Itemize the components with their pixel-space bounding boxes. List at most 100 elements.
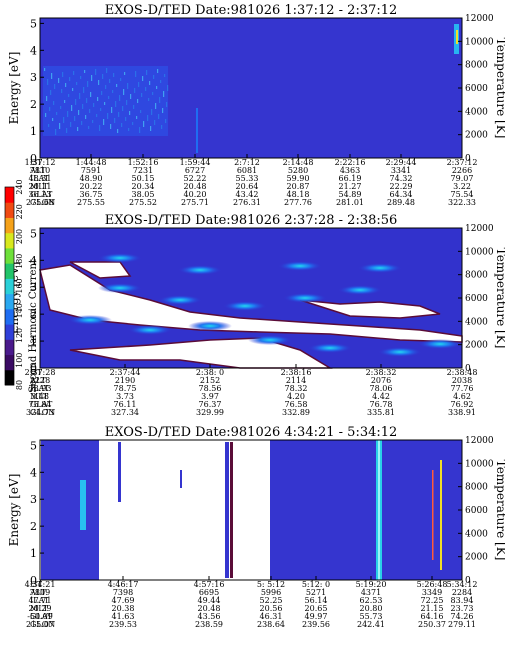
ephemeris-row-label: GLON [30, 198, 55, 207]
ephemeris-value: 3349 [422, 588, 442, 597]
ephemeris-value: 76.37 [199, 400, 222, 409]
ephemeris-value: 239.56 [302, 620, 330, 629]
ephemeris-value: 5271 [306, 588, 326, 597]
heatmap-streak [141, 93, 143, 97]
heatmap-streak [97, 97, 99, 101]
heatmap-streak [93, 103, 95, 107]
ephemeris-row-label: GLON [30, 620, 55, 629]
ephemeris-value: 2284 [452, 588, 472, 597]
ephemeris-value: 21.27 [339, 182, 362, 191]
heatmap-streak [45, 113, 47, 117]
ephemeris-value: 52.22 [184, 174, 207, 183]
ephemeris-value: 76.11 [114, 400, 137, 409]
ephemeris-value: 41.63 [112, 612, 135, 621]
ephemeris-value: 329.99 [196, 408, 224, 417]
ephemeris-value: 20.56 [260, 604, 283, 613]
heatmap-streak [145, 87, 147, 91]
ephemeris-value: 4.62 [453, 392, 471, 401]
ephemeris-value: 36.13 [29, 190, 52, 199]
heatmap-peak [278, 261, 322, 271]
heatmap-streak [80, 76, 82, 79]
heatmap-streak [68, 94, 70, 97]
heatmap-streak [120, 78, 122, 81]
ephemeris-value: 7231 [133, 166, 153, 175]
heatmap-streak [117, 129, 119, 133]
heatmap-streak [50, 90, 52, 95]
heatmap-gap [69, 337, 333, 369]
heatmap-streak [88, 126, 90, 129]
heatmap-streak [160, 80, 162, 83]
heatmap-streak [70, 122, 72, 127]
heatmap-streak [60, 106, 62, 109]
y-right-tick-label: 0 [465, 576, 471, 586]
ephemeris-row-label: MLT [30, 604, 49, 613]
ephemeris-value: 76.78 [370, 400, 393, 409]
y-right-axis-label: Temperature [K] [494, 248, 505, 349]
colorbar-segment [5, 308, 14, 325]
heatmap-streak [154, 120, 156, 125]
ephemeris-value: 275.55 [77, 198, 105, 207]
heatmap-streak [51, 73, 53, 79]
heatmap-streak [89, 109, 91, 113]
ephemeris-value: 2:22:16 [335, 158, 366, 167]
colorbar-segment [5, 217, 14, 234]
ephemeris-value: 75.84 [29, 400, 52, 409]
ephemeris-value: 5:26:48 [417, 580, 448, 589]
ephemeris-value: 2:14:48 [283, 158, 314, 167]
ephemeris-value: 76.58 [285, 400, 308, 409]
y-right-tick-label: 8000 [465, 61, 488, 71]
colorbar-segment [5, 369, 14, 386]
y-axis-label: Energy [eV] [7, 52, 21, 125]
ephemeris-value: 5: 5:12 [257, 580, 285, 589]
heatmap-streak [109, 79, 111, 83]
ephemeris-row-label: ILAT [30, 596, 50, 605]
y-right-tick-label: 12000 [465, 224, 494, 234]
heatmap-streak [95, 69, 97, 75]
ephemeris-value: -50.09 [27, 612, 53, 621]
heatmap-peak [283, 293, 327, 303]
heatmap-streak [166, 102, 168, 107]
ephemeris-value: 20.64 [236, 182, 259, 191]
ephemeris-value: 238.64 [257, 620, 285, 629]
y-tick-label: 4 [30, 254, 37, 267]
heatmap-streak [132, 122, 134, 125]
colorbar-tick-label: 140 [15, 303, 24, 318]
y-axis-label: Energy [eV] [7, 474, 21, 547]
ephemeris-value: 46.31 [260, 612, 283, 621]
chart-title: EXOS-D/TED Date:981026 1:37:12 - 2:37:12 [105, 3, 398, 18]
heatmap-streak [82, 104, 84, 109]
heatmap-streak [115, 101, 117, 107]
y-right-tick-label: 10000 [465, 37, 494, 47]
ephemeris-value: 3.48 [31, 392, 49, 401]
ephemeris-value: 2:29:44 [386, 158, 417, 167]
ephemeris-value: 289.48 [387, 198, 415, 207]
ephemeris-value: 20.48 [184, 182, 207, 191]
heatmap-streak [148, 98, 150, 101]
heatmap-streak [108, 96, 110, 99]
heatmap-streak [64, 100, 66, 103]
ephemeris-value: 2:37:12 [447, 158, 478, 167]
heatmap-streak [124, 72, 126, 75]
ephemeris-value: 38.05 [132, 190, 155, 199]
y-tick-label: 0 [30, 574, 37, 587]
ephemeris-value: 1:59:44 [180, 158, 211, 167]
ephemeris-value: 1:52:16 [128, 158, 159, 167]
ephemeris-value: 7398 [113, 588, 133, 597]
ephemeris-value: 75.54 [451, 190, 474, 199]
heatmap-streak [133, 105, 135, 109]
heatmap-streak [78, 110, 80, 115]
heatmap-streak [103, 119, 105, 125]
heatmap-streak [86, 98, 88, 103]
colorbar-segment [5, 278, 14, 295]
y-tick-label: 1 [30, 125, 37, 138]
y-tick-label: 1 [30, 547, 37, 560]
ephemeris-value: 43.56 [198, 612, 221, 621]
ephemeris-value: 2038 [452, 376, 472, 385]
chart-title: EXOS-D/TED Date:981026 2:37:28 - 2:38:56 [105, 213, 398, 228]
heatmap-streak [196, 108, 198, 153]
ephemeris-value: 79.07 [451, 174, 474, 183]
heatmap-peak [223, 301, 267, 311]
heatmap-peak [308, 343, 352, 353]
ephemeris-value: 2228 [30, 376, 50, 385]
